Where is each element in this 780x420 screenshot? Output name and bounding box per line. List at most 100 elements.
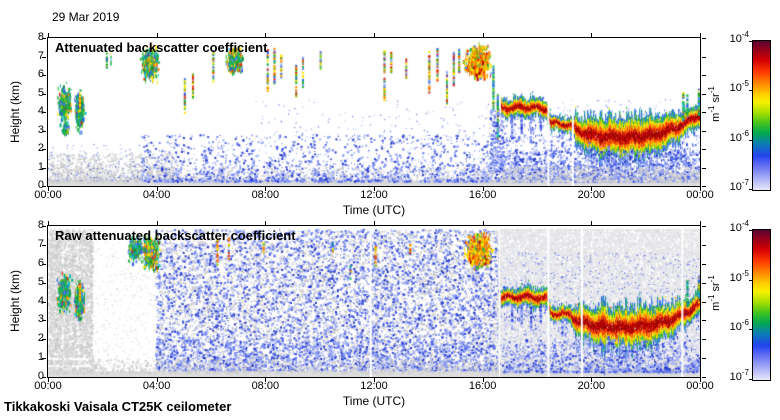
y-tick xyxy=(702,339,706,340)
y-tick xyxy=(702,131,706,132)
colorbar-tick xyxy=(749,280,752,281)
y-tick-label: 5 xyxy=(37,86,44,99)
colorbar-tick-label: 10-7 xyxy=(729,368,749,383)
y-tick-label: 1 xyxy=(37,351,44,364)
y-tick xyxy=(42,94,46,95)
colorbar-bottom xyxy=(752,229,771,381)
y-tick xyxy=(42,75,46,76)
x-tick xyxy=(48,187,49,191)
attenuated-backscatter-heatmap xyxy=(48,38,700,186)
x-tick-label: 16:00 xyxy=(468,380,497,392)
colorbar-tick xyxy=(749,379,752,380)
y-tick xyxy=(702,38,706,39)
y-tick xyxy=(42,168,46,169)
y-tick-label: 6 xyxy=(37,256,44,269)
y-tick xyxy=(702,320,706,321)
y-tick xyxy=(42,302,46,303)
y-tick xyxy=(702,149,706,150)
x-tick xyxy=(700,187,701,191)
panel-raw-attenuated-backscatter: Raw attenuated backscatter coefficient xyxy=(47,225,701,378)
y-tick xyxy=(42,264,46,265)
colorbar-tick-label: 10-7 xyxy=(729,178,749,193)
y-tick-label: 8 xyxy=(37,31,44,43)
y-tick xyxy=(42,149,46,150)
x-tick-label: 00:00 xyxy=(34,189,62,201)
x-tick xyxy=(591,378,592,382)
instrument-label: Tikkakoski Vaisala CT25K ceilometer xyxy=(4,399,232,414)
raw-attenuated-backscatter-heatmap xyxy=(48,226,700,377)
y-tick xyxy=(702,302,706,303)
x-tick xyxy=(374,33,375,37)
y-tick xyxy=(42,377,46,378)
x-tick-label: 00:00 xyxy=(686,189,714,201)
x-tick-label: 00:00 xyxy=(686,380,714,392)
y-tick-label: 4 xyxy=(37,294,44,307)
panel-attenuated-backscatter: Attenuated backscatter coefficient xyxy=(47,37,701,187)
y-tick xyxy=(702,94,706,95)
colorbar-tick-label: 10-4 xyxy=(729,219,749,234)
y-tick xyxy=(702,226,706,227)
y-tick xyxy=(702,264,706,265)
x-tick xyxy=(374,187,375,191)
x-tick xyxy=(48,378,49,382)
colorbar-tick-label: 10-6 xyxy=(729,128,749,144)
colorbar-tick-label: 10-5 xyxy=(729,79,749,95)
y-tick-label: 7 xyxy=(37,237,44,250)
y-tick xyxy=(42,112,46,113)
colorbar-tick xyxy=(749,41,752,42)
y-tick-label: 0 xyxy=(37,370,44,382)
x-tick xyxy=(265,378,266,382)
x-tick-label: 04:00 xyxy=(142,189,171,201)
y-tick xyxy=(702,377,706,378)
x-tick xyxy=(374,221,375,225)
colorbar-tick xyxy=(749,140,752,141)
y-tick-label: 3 xyxy=(37,313,44,326)
y-tick-label: 1 xyxy=(37,160,44,173)
y-tick-label: 0 xyxy=(37,179,44,191)
y-tick-label: 4 xyxy=(37,105,44,117)
panel-title-bottom: Raw attenuated backscatter coefficient xyxy=(55,228,296,243)
colorbar-unit-label-bottom: m-1 sr-1 xyxy=(707,275,722,311)
x-tick xyxy=(483,33,484,37)
x-tick xyxy=(157,221,158,225)
x-tick-label: 08:00 xyxy=(251,189,280,201)
x-tick xyxy=(591,187,592,191)
y-tick xyxy=(702,283,706,284)
x-tick-label: 12:00 xyxy=(360,380,388,392)
colorbar-tick xyxy=(749,90,752,91)
x-tick xyxy=(483,221,484,225)
colorbar-tick-label: 10-6 xyxy=(729,318,749,334)
y-tick xyxy=(42,57,46,58)
x-tick-label: 12:00 xyxy=(360,189,388,201)
panel-title-top: Attenuated backscatter coefficient xyxy=(55,40,268,55)
x-tick xyxy=(374,378,375,382)
y-tick xyxy=(42,339,46,340)
x-tick xyxy=(48,33,49,37)
x-tick xyxy=(157,378,158,382)
x-tick-label: 04:00 xyxy=(142,380,171,392)
x-tick xyxy=(48,221,49,225)
colorbar-tick-label: 10-4 xyxy=(729,30,749,45)
y-tick-label: 3 xyxy=(37,123,44,136)
x-tick xyxy=(483,187,484,191)
colorbar-tick-label: 10-5 xyxy=(729,268,749,284)
x-tick xyxy=(483,378,484,382)
y-tick xyxy=(702,245,706,246)
y-tick-label: 2 xyxy=(37,142,44,154)
x-tick xyxy=(591,221,592,225)
y-tick xyxy=(42,320,46,321)
y-tick-label: 6 xyxy=(37,68,44,80)
date-label: 29 Mar 2019 xyxy=(52,10,120,24)
y-tick xyxy=(702,75,706,76)
x-tick xyxy=(157,187,158,191)
y-tick-label: 8 xyxy=(37,219,44,231)
y-tick xyxy=(702,186,706,187)
y-tick xyxy=(42,38,46,39)
x-tick xyxy=(157,33,158,37)
colorbar-tick xyxy=(749,189,752,190)
x-tick-label: 08:00 xyxy=(251,380,280,392)
y-tick xyxy=(702,168,706,169)
y-tick xyxy=(42,283,46,284)
x-tick xyxy=(591,33,592,37)
